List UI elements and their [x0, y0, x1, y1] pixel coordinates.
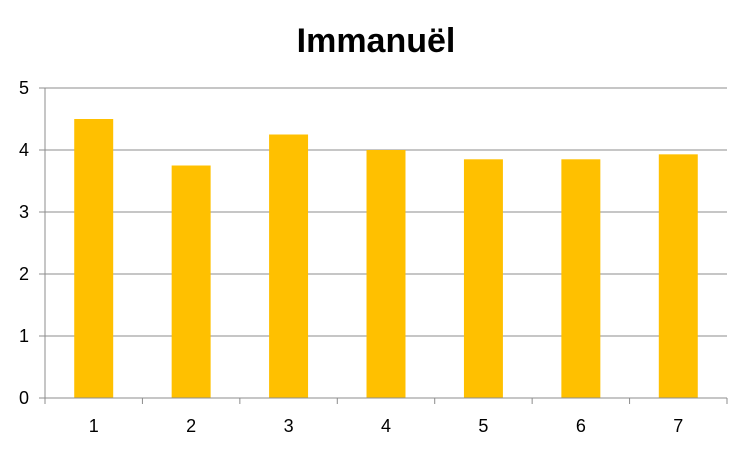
- x-tick-label: 3: [284, 416, 294, 436]
- y-tick-label: 2: [19, 264, 29, 284]
- x-tick-label: 6: [576, 416, 586, 436]
- bar-7: [658, 154, 698, 398]
- bar-3: [269, 134, 309, 398]
- x-tick-label: 1: [89, 416, 99, 436]
- x-tick-labels: 1 2 3 4 5 6 7: [89, 416, 684, 436]
- chart-title: Immanuël: [297, 22, 456, 60]
- bar-6: [561, 159, 601, 398]
- x-tick-label: 2: [186, 416, 196, 436]
- y-tick-label: 1: [19, 326, 29, 346]
- bar-2: [171, 165, 211, 398]
- y-tick-label: 5: [19, 78, 29, 98]
- y-tick-label: 0: [19, 388, 29, 408]
- bars: [74, 119, 698, 398]
- bar-5: [463, 159, 503, 398]
- x-tick-label: 4: [381, 416, 391, 436]
- x-tick-label: 5: [478, 416, 488, 436]
- y-tick-label: 4: [19, 140, 29, 160]
- bar-1: [74, 119, 114, 398]
- x-tick-label: 7: [673, 416, 683, 436]
- bar-4: [366, 150, 406, 398]
- axes: [39, 87, 728, 404]
- y-tick-labels: 0 1 2 3 4 5: [19, 78, 29, 408]
- y-tick-label: 3: [19, 202, 29, 222]
